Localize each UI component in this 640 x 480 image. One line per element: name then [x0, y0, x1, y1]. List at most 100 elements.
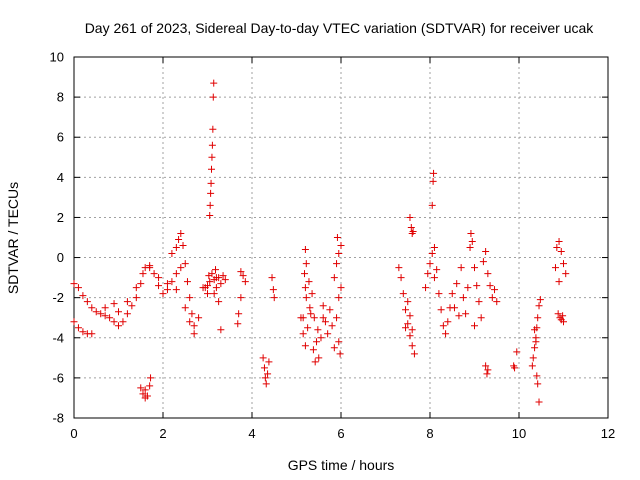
data-point — [262, 380, 270, 388]
data-point — [319, 302, 327, 310]
data-point — [217, 326, 225, 334]
series-segment — [422, 169, 454, 338]
data-point — [208, 141, 216, 149]
y-axis-label: SDTVAR / TECUs — [5, 182, 21, 294]
data-point — [333, 234, 341, 241]
data-point — [406, 312, 414, 320]
series-segment — [137, 374, 155, 402]
data-point — [448, 290, 456, 298]
data-point — [404, 298, 412, 306]
data-point — [554, 310, 562, 318]
series-segment — [528, 296, 544, 406]
data-point — [259, 354, 267, 362]
data-point — [92, 308, 100, 316]
data-point — [466, 244, 474, 252]
data-point — [88, 330, 96, 338]
series-segment — [551, 238, 570, 326]
data-point — [471, 264, 478, 272]
data-point — [261, 374, 269, 382]
data-point — [430, 169, 438, 177]
data-point — [407, 223, 415, 231]
data-point — [110, 318, 118, 326]
y-tick-label: -6 — [52, 370, 64, 385]
series-segment — [70, 264, 185, 330]
data-point — [337, 242, 345, 250]
data-point — [406, 213, 414, 221]
data-point — [535, 398, 543, 406]
data-point — [459, 294, 467, 302]
data-point — [172, 270, 180, 278]
data-point — [302, 294, 310, 302]
data-point — [475, 298, 483, 306]
data-point — [473, 282, 481, 290]
data-point — [123, 298, 131, 306]
data-point — [163, 280, 171, 288]
x-tick-label: 0 — [70, 426, 77, 441]
y-tick-label: 8 — [57, 90, 64, 105]
y-tick-label: -8 — [52, 411, 64, 426]
y-tick-label: 0 — [57, 250, 64, 265]
data-point — [301, 246, 309, 254]
data-point — [491, 286, 499, 294]
data-point — [206, 211, 214, 219]
data-point — [209, 125, 217, 133]
x-tick-label: 6 — [337, 426, 344, 441]
data-point — [308, 290, 316, 298]
grid — [74, 57, 608, 418]
data-point — [147, 374, 155, 382]
data-point — [110, 300, 118, 308]
data-point — [430, 244, 438, 252]
data-point — [429, 177, 437, 185]
chart-title: Day 261 of 2023, Sidereal Day-to-day VTE… — [85, 20, 595, 36]
data-point — [119, 318, 127, 326]
data-point — [410, 350, 418, 358]
data-point — [128, 302, 136, 310]
data-point — [471, 322, 478, 330]
data-point — [201, 284, 209, 292]
data-point — [408, 326, 416, 334]
data-point — [484, 270, 492, 278]
data-point — [428, 201, 436, 209]
data-point — [74, 284, 82, 292]
data-point — [299, 314, 307, 322]
data-point — [183, 278, 191, 286]
data-point — [163, 286, 171, 294]
data-point — [146, 262, 154, 270]
y-tick-label: 4 — [57, 170, 64, 185]
data-point — [482, 248, 490, 256]
data-point — [239, 272, 247, 280]
data-point — [529, 354, 537, 362]
data-point — [426, 260, 434, 268]
data-point — [479, 258, 487, 266]
data-point — [534, 314, 542, 322]
data-point — [428, 250, 436, 258]
series-segment — [201, 270, 229, 298]
data-point — [335, 294, 343, 302]
data-point — [450, 304, 458, 312]
data-point — [186, 318, 194, 326]
data-point — [468, 238, 476, 246]
data-point — [513, 348, 521, 356]
data-point — [139, 270, 147, 278]
series-segment — [448, 229, 485, 330]
data-point — [260, 364, 268, 372]
data-points — [70, 79, 570, 406]
series-segment — [259, 274, 278, 388]
data-point — [115, 308, 122, 316]
data-point — [553, 244, 561, 252]
data-point — [195, 314, 203, 322]
data-point — [559, 312, 567, 320]
data-point — [531, 326, 539, 334]
data-point — [137, 384, 145, 392]
data-point — [207, 179, 215, 187]
data-point — [209, 93, 217, 101]
series-segment — [234, 268, 249, 328]
data-point — [101, 304, 109, 312]
data-point — [74, 324, 82, 332]
data-point — [337, 284, 345, 292]
data-point — [482, 362, 490, 370]
data-point — [562, 270, 570, 278]
x-tick-label: 2 — [159, 426, 166, 441]
data-point — [307, 310, 315, 318]
x-tick-label: 10 — [512, 426, 526, 441]
